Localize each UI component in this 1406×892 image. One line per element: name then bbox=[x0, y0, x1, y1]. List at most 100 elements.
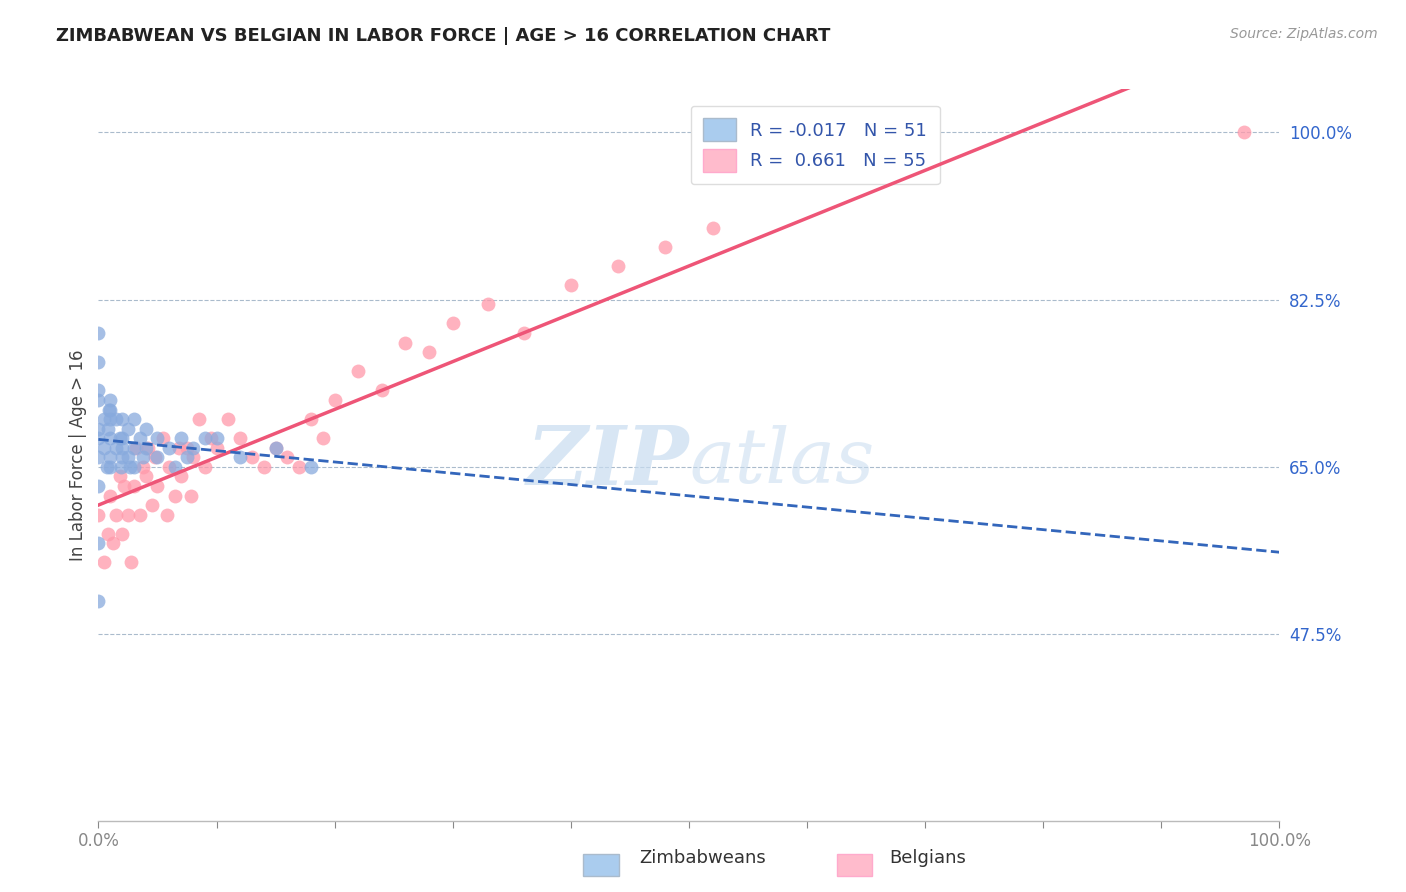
Point bbox=[167, 441, 190, 455]
Point bbox=[122, 479, 145, 493]
Point bbox=[176, 441, 198, 455]
Point bbox=[135, 422, 157, 436]
Point bbox=[98, 402, 121, 417]
Point bbox=[87, 479, 110, 493]
Text: Source: ZipAtlas.com: Source: ZipAtlas.com bbox=[1230, 27, 1378, 41]
Point bbox=[371, 384, 394, 398]
Point bbox=[87, 326, 110, 340]
Point bbox=[87, 508, 110, 522]
Point bbox=[165, 489, 187, 503]
Point bbox=[299, 412, 322, 426]
Point bbox=[194, 431, 217, 445]
Point bbox=[87, 354, 110, 368]
Point bbox=[117, 450, 139, 465]
Point bbox=[441, 317, 464, 331]
Point bbox=[194, 459, 217, 474]
Point bbox=[105, 441, 128, 455]
Point bbox=[98, 489, 121, 503]
Point bbox=[312, 431, 335, 445]
Point bbox=[253, 459, 276, 474]
Point bbox=[240, 450, 263, 465]
Point bbox=[181, 441, 204, 455]
Point bbox=[607, 259, 630, 273]
Point bbox=[93, 412, 115, 426]
Point bbox=[200, 431, 222, 445]
Point bbox=[187, 412, 209, 426]
Point bbox=[120, 459, 142, 474]
Point bbox=[141, 498, 163, 512]
Point bbox=[122, 459, 145, 474]
Point bbox=[146, 479, 169, 493]
Point bbox=[165, 459, 187, 474]
Point bbox=[135, 469, 157, 483]
Point bbox=[110, 459, 132, 474]
Text: ZIMBABWEAN VS BELGIAN IN LABOR FORCE | AGE > 16 CORRELATION CHART: ZIMBABWEAN VS BELGIAN IN LABOR FORCE | A… bbox=[56, 27, 831, 45]
Text: Belgians: Belgians bbox=[890, 849, 966, 867]
Point bbox=[121, 556, 143, 570]
Point bbox=[132, 450, 155, 465]
Point bbox=[180, 489, 202, 503]
Point bbox=[128, 508, 150, 522]
Point bbox=[98, 392, 121, 407]
Point bbox=[112, 479, 135, 493]
Point bbox=[157, 441, 180, 455]
Point bbox=[111, 431, 134, 445]
Point bbox=[264, 441, 287, 455]
Point bbox=[98, 412, 121, 426]
Point bbox=[181, 450, 204, 465]
Point bbox=[170, 431, 193, 445]
Point bbox=[108, 469, 131, 483]
Point bbox=[146, 450, 169, 465]
Point bbox=[654, 240, 676, 254]
Point bbox=[97, 422, 120, 436]
Point bbox=[152, 431, 174, 445]
Point bbox=[98, 431, 121, 445]
Point bbox=[157, 459, 180, 474]
Point bbox=[117, 508, 139, 522]
Point bbox=[87, 431, 110, 445]
Point bbox=[156, 508, 179, 522]
Point bbox=[1233, 125, 1256, 139]
Point bbox=[98, 459, 121, 474]
Point bbox=[108, 431, 131, 445]
Point bbox=[132, 459, 155, 474]
Point bbox=[323, 392, 346, 407]
Point bbox=[512, 326, 534, 340]
Point bbox=[105, 508, 128, 522]
Point bbox=[299, 459, 322, 474]
Point bbox=[111, 441, 134, 455]
Text: ZIP: ZIP bbox=[526, 422, 689, 502]
Point bbox=[96, 459, 118, 474]
Point bbox=[176, 450, 198, 465]
Text: Zimbabweans: Zimbabweans bbox=[640, 849, 766, 867]
Point bbox=[97, 526, 120, 541]
Point bbox=[229, 431, 252, 445]
Point bbox=[125, 441, 148, 455]
Point bbox=[276, 450, 298, 465]
Legend: R = -0.017   N = 51, R =  0.661   N = 55: R = -0.017 N = 51, R = 0.661 N = 55 bbox=[690, 105, 939, 185]
Point bbox=[170, 469, 193, 483]
Point bbox=[111, 526, 134, 541]
Point bbox=[135, 441, 157, 455]
Y-axis label: In Labor Force | Age > 16: In Labor Force | Age > 16 bbox=[69, 349, 87, 561]
Point bbox=[93, 441, 115, 455]
Point bbox=[560, 278, 582, 293]
Point bbox=[87, 384, 110, 398]
Point bbox=[264, 441, 287, 455]
Point bbox=[87, 536, 110, 550]
Point bbox=[87, 450, 110, 465]
Point bbox=[105, 412, 128, 426]
Point bbox=[87, 422, 110, 436]
Point bbox=[143, 450, 166, 465]
Point bbox=[98, 402, 121, 417]
Point bbox=[117, 422, 139, 436]
Point bbox=[418, 345, 440, 359]
Point bbox=[217, 412, 239, 426]
Point bbox=[205, 431, 228, 445]
Point bbox=[87, 593, 110, 607]
Point bbox=[122, 412, 145, 426]
Point bbox=[136, 441, 159, 455]
Point bbox=[122, 441, 145, 455]
Point bbox=[111, 450, 134, 465]
Point bbox=[702, 220, 724, 235]
